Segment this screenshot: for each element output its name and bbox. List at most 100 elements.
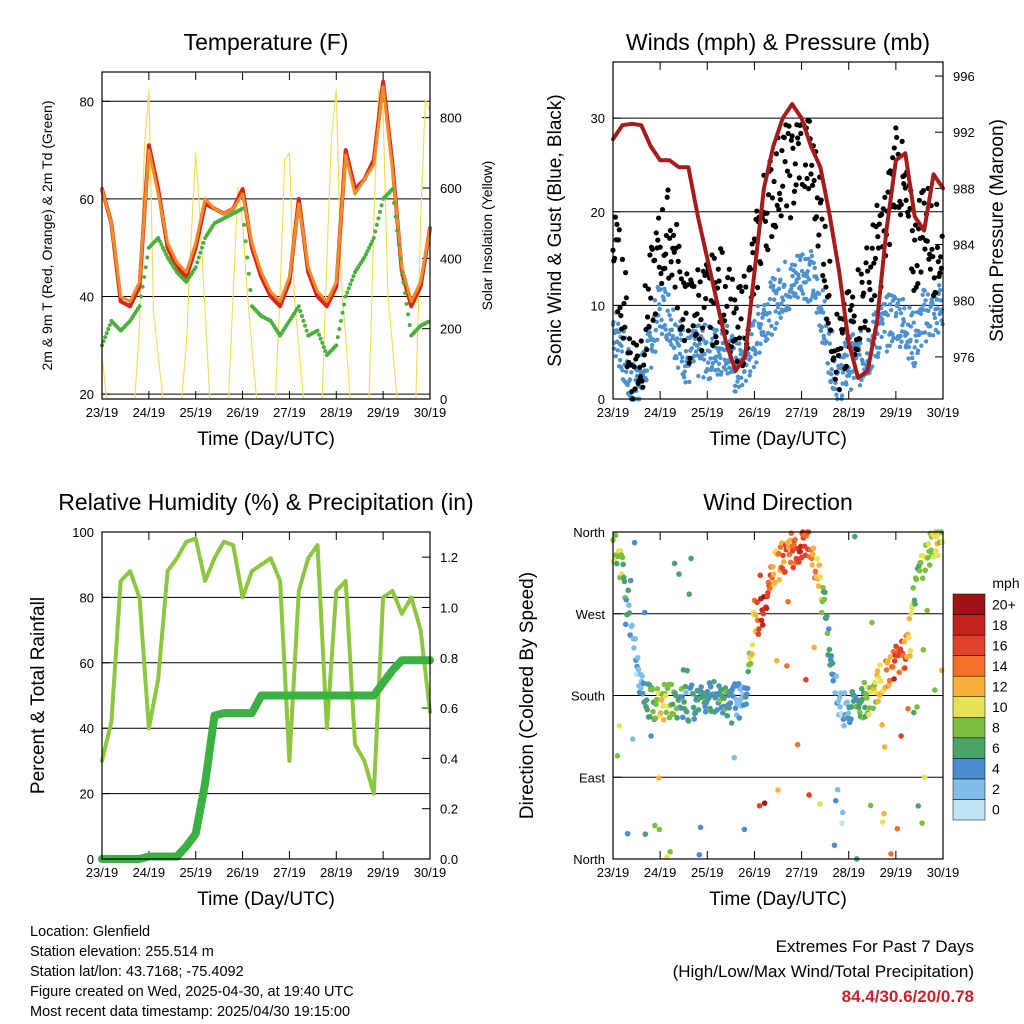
dewpoint-point <box>337 327 342 332</box>
location-text: Location: Glenfield <box>30 924 151 940</box>
x-tick-label: 28/19 <box>832 865 865 880</box>
gust-point <box>776 190 783 197</box>
sonic-wind-point <box>922 330 928 335</box>
direction-point <box>690 704 697 711</box>
sonic-wind-point <box>752 318 757 324</box>
dewpoint-point <box>362 255 367 260</box>
direction-point <box>935 552 941 559</box>
dewpoint-point <box>142 274 147 279</box>
direction-point <box>878 678 884 685</box>
sonic-wind-point <box>907 305 912 310</box>
gust-point <box>826 292 832 299</box>
sonic-wind-point <box>844 382 849 387</box>
dewpoint-point <box>299 314 304 319</box>
gust-point <box>854 347 860 353</box>
dewpoint-point <box>406 312 411 317</box>
gust-point <box>701 304 707 311</box>
dewpoint-point <box>401 280 406 285</box>
gust-point <box>813 214 820 220</box>
gust-point <box>804 175 810 182</box>
sonic-wind-point <box>877 345 883 351</box>
direction-point <box>893 643 899 650</box>
direction-point <box>623 597 630 603</box>
elevation-text: Station elevation: 255.514 m <box>30 944 214 960</box>
gust-point <box>921 200 927 206</box>
direction-point <box>622 621 629 628</box>
direction-point <box>626 610 633 616</box>
sonic-wind-point <box>620 368 625 373</box>
sonic-wind-point <box>662 323 668 328</box>
dewpoint-point <box>107 322 112 327</box>
direction-point <box>731 754 738 761</box>
direction-point <box>638 685 644 691</box>
sonic-wind-point <box>696 323 701 328</box>
colorbar-swatch <box>952 593 986 615</box>
direction-point <box>653 696 660 703</box>
gust-point <box>802 162 809 168</box>
extremes-title: Extremes For Past 7 Days <box>775 937 974 956</box>
gust-point <box>885 189 891 195</box>
sonic-wind-point <box>806 277 812 282</box>
sonic-wind-point <box>714 327 719 333</box>
sonic-wind-point <box>678 332 684 337</box>
sonic-wind-point <box>893 296 898 301</box>
sonic-wind-point <box>742 369 747 374</box>
x-tick-label: 26/19 <box>226 405 259 420</box>
gust-point <box>920 188 926 194</box>
sonic-wind-point <box>663 327 668 332</box>
colorbar-swatch <box>952 737 986 759</box>
gust-point <box>785 130 791 137</box>
direction-point <box>881 810 887 817</box>
sonic-wind-point <box>649 343 655 348</box>
sonic-wind-point <box>805 269 810 274</box>
sonic-wind-point <box>724 323 730 329</box>
direction-point <box>905 634 912 641</box>
sonic-wind-point <box>812 265 817 271</box>
x-tick-label: 25/19 <box>691 405 724 420</box>
direction-point <box>683 689 689 696</box>
direction-point <box>770 564 776 570</box>
direction-point <box>865 711 872 718</box>
direction-point <box>644 706 651 713</box>
sonic-wind-point <box>819 324 825 330</box>
gust-point <box>618 312 624 319</box>
direction-point <box>735 681 742 687</box>
direction-point <box>612 532 619 539</box>
sonic-wind-point <box>897 344 903 350</box>
gust-point <box>875 245 882 251</box>
y2-tick-label: 976 <box>953 350 975 365</box>
gust-point <box>823 284 829 290</box>
colorbar-label: 8 <box>992 720 1000 736</box>
y2-tick-label: 400 <box>440 251 462 266</box>
recent-data-text: Most recent data timestamp: 2025/04/30 1… <box>30 1004 351 1020</box>
direction-point <box>727 700 734 706</box>
gust-point <box>741 273 747 279</box>
dewpoint-point <box>345 290 350 295</box>
x-tick-label: 27/19 <box>273 405 306 420</box>
gust-point <box>789 133 795 139</box>
gust-point <box>637 373 644 380</box>
sonic-wind-point <box>778 315 784 320</box>
direction-point <box>627 577 634 584</box>
direction-point <box>752 612 759 618</box>
x-tick-label: 24/19 <box>133 405 166 420</box>
direction-point <box>674 715 680 721</box>
direction-point <box>640 680 647 687</box>
dewpoint-point <box>335 335 340 340</box>
gust-point <box>894 134 900 141</box>
dewpoint-point <box>334 343 339 348</box>
x-tick-label: 28/19 <box>832 405 865 420</box>
direction-point <box>907 653 913 659</box>
direction-point <box>619 554 626 561</box>
dewpoint-point <box>315 328 320 333</box>
direction-point <box>792 536 798 543</box>
direction-point <box>629 622 635 629</box>
gust-point <box>676 243 682 249</box>
direction-point <box>702 709 709 715</box>
gust-point <box>691 283 697 289</box>
gust-point <box>901 181 907 187</box>
gust-point <box>864 268 871 274</box>
gust-point <box>653 230 659 236</box>
sonic-wind-point <box>674 336 680 341</box>
gust-point <box>933 290 939 296</box>
